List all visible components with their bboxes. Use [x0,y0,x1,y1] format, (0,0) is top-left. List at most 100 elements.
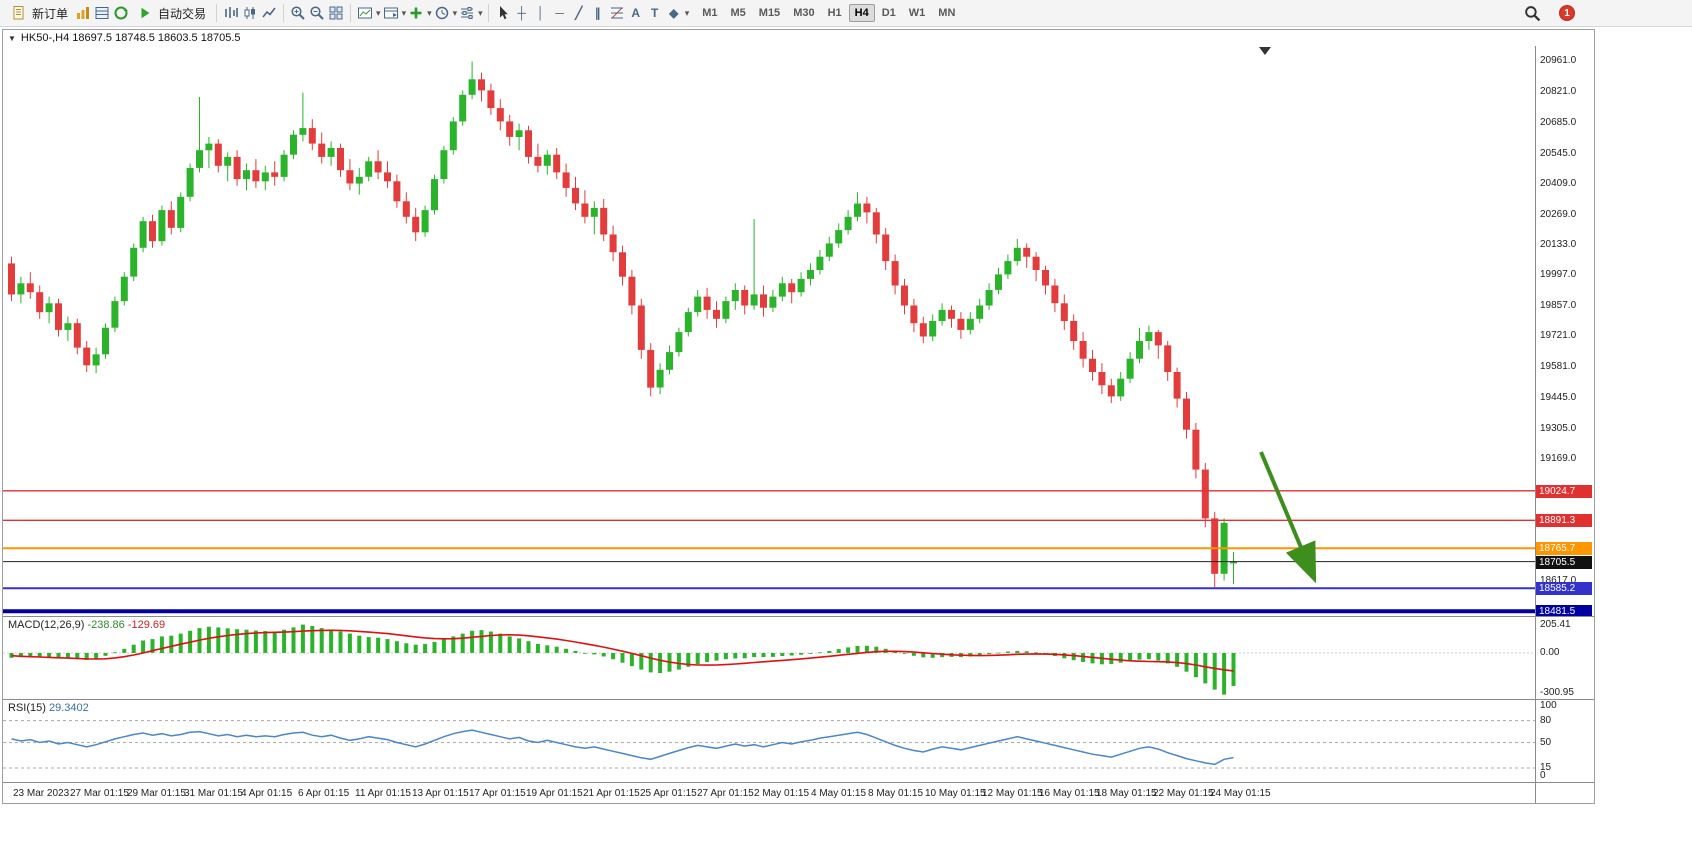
shapes-icon[interactable]: ◆ [669,6,679,20]
date-label: 4 Apr 01:15 [241,788,293,799]
market-watch-icon[interactable] [74,5,92,22]
timeframe-d1[interactable]: D1 [881,7,896,19]
equidistant-channel-icon[interactable]: ∥ [594,6,601,20]
auto-trading-icon [136,5,154,22]
toolbar-separator [350,4,352,22]
shapes-caret-icon[interactable]: ▾ [684,7,690,18]
rsi-axis-label: 100 [1540,700,1557,711]
chart-template-icon[interactable] [382,5,400,22]
trendline-icon[interactable]: ╱ [575,6,583,20]
date-label: 23 Mar 2023 [13,788,70,799]
timeframe-mn[interactable]: MN [938,7,956,19]
price-axis-label: 19997.0 [1540,269,1577,280]
timeframe-group: M1 M5 M15 M30 H1 H4 D1 W1 MN [696,4,961,22]
level-price-tag: 18765.7 [1536,542,1592,555]
date-label: 8 May 01:15 [868,788,924,799]
cursor-icon[interactable] [494,5,512,22]
macd-axis-label: -300.95 [1540,687,1574,698]
notification-badge[interactable]: 1 [1559,5,1575,21]
vertical-line-icon[interactable]: │ [536,6,545,20]
macd-axis[interactable]: 205.41 0.00 -300.95 [1535,617,1593,699]
timeframe-h1[interactable]: H1 [827,7,842,19]
collapse-icon[interactable]: ▼ [8,33,16,43]
price-axis-label: 20545.0 [1540,148,1577,159]
current-price-tag: 18705.5 [1536,556,1592,569]
price-axis-label: 20821.0 [1540,86,1577,97]
chart-titlebar: ▼ HK50-,H4 18697.5 18748.5 18603.5 18705… [3,30,1594,46]
date-label: 27 Mar 01:15 [70,788,129,799]
price-axis-label: 20961.0 [1540,55,1577,66]
tile-windows-icon[interactable] [327,5,345,22]
line-chart-icon[interactable] [260,5,278,22]
date-label: 11 Apr 01:15 [355,788,411,799]
date-label: 6 Apr 01:15 [298,788,350,799]
timeframe-m15[interactable]: M15 [758,7,781,19]
price-axis-label: 20685.0 [1540,117,1577,128]
navigator-icon[interactable] [112,5,130,22]
date-label: 21 Apr 01:15 [583,788,640,799]
rsi-axis-label: 80 [1540,715,1552,726]
timeframe-h4[interactable]: H4 [848,4,875,22]
timeframe-w1[interactable]: W1 [908,7,926,19]
rsi-axis-label: 15 [1540,762,1552,773]
date-label: 29 Mar 01:15 [127,788,186,799]
horizontal-line-icon[interactable]: ─ [555,6,564,20]
new-chart-caret-icon[interactable]: ▾ [376,7,381,18]
price-axis-label: 18617.0 [1540,575,1577,586]
date-label: 19 Apr 01:15 [526,788,583,799]
date-label: 17 Apr 01:15 [469,788,526,799]
macd-panel[interactable]: MACD(12,26,9) -238.86 -129.69 [3,617,1535,699]
date-label: 10 May 01:15 [925,788,986,799]
date-label: 22 May 01:15 [1153,788,1214,799]
rsi-axis[interactable]: 100 80 50 15 0 [1535,700,1593,782]
zoom-in-icon[interactable] [289,5,307,22]
date-label: 13 Apr 01:15 [412,788,469,799]
indicators-icon[interactable] [407,5,425,22]
periods-icon[interactable] [433,5,451,22]
chart-title: HK50-,H4 18697.5 18748.5 18603.5 18705.5 [20,32,241,44]
price-axis-label: 20133.0 [1540,239,1577,250]
date-label: 27 Apr 01:15 [697,788,754,799]
price-axis-label: 19169.0 [1540,453,1577,464]
data-window-icon[interactable] [93,5,111,22]
date-label: 31 Mar 01:15 [184,788,243,799]
crosshair-icon[interactable]: ┼ [517,6,526,20]
auto-trading-label: 自动交易 [158,6,207,21]
rsi-panel[interactable]: RSI(15) 29.3402 [3,700,1535,782]
axis-corner [1535,783,1593,803]
price-axis-label: 19305.0 [1540,423,1577,434]
new-order-button[interactable]: 新订单 [5,3,73,24]
candlestick-chart-icon[interactable] [241,5,259,22]
date-label: 2 May 01:15 [754,788,810,799]
chart-template-caret-icon[interactable]: ▾ [401,7,407,18]
periods-caret-icon[interactable]: ▾ [452,7,458,18]
level-price-tag: 18585.2 [1536,582,1592,595]
macd-axis-label: 0.00 [1540,647,1560,658]
bar-chart-icon[interactable] [222,5,240,22]
text-icon[interactable]: A [631,6,641,20]
text-label-icon[interactable]: T [651,6,659,20]
auto-trading-button[interactable]: 自动交易 [131,3,211,24]
timeframe-m30[interactable]: M30 [793,7,815,19]
price-axis-label: 19857.0 [1540,300,1577,311]
indicators-caret-icon[interactable]: ▾ [427,7,432,18]
date-label: 18 May 01:15 [1096,788,1157,799]
date-label: 16 May 01:15 [1039,788,1100,799]
price-axis[interactable]: 20961.0 20821.0 20685.0 20545.0 20409.0 20269… [1535,46,1593,616]
chart-properties-caret-icon[interactable]: ▾ [478,7,483,18]
main-chart[interactable] [3,46,1535,616]
timeframe-m5[interactable]: M5 [730,7,746,19]
price-axis-label: 20409.0 [1540,178,1577,189]
zoom-out-icon[interactable] [308,5,326,22]
fibonacci-icon[interactable] [608,5,626,22]
new-chart-icon[interactable] [356,5,374,22]
price-axis-label: 19445.0 [1540,392,1577,403]
rsi-axis-label: 0 [1540,770,1546,781]
toolbar-separator [283,4,285,22]
chart-properties-icon[interactable] [458,5,476,22]
date-axis[interactable]: 23 Mar 2023 27 Mar 01:15 29 Mar 01:15 31 Ma… [3,783,1535,803]
date-label: 24 May 01:15 [1210,788,1271,799]
search-icon[interactable] [1523,5,1541,22]
timeframe-m1[interactable]: M1 [702,7,718,19]
macd-axis-label: 205.41 [1540,619,1571,630]
